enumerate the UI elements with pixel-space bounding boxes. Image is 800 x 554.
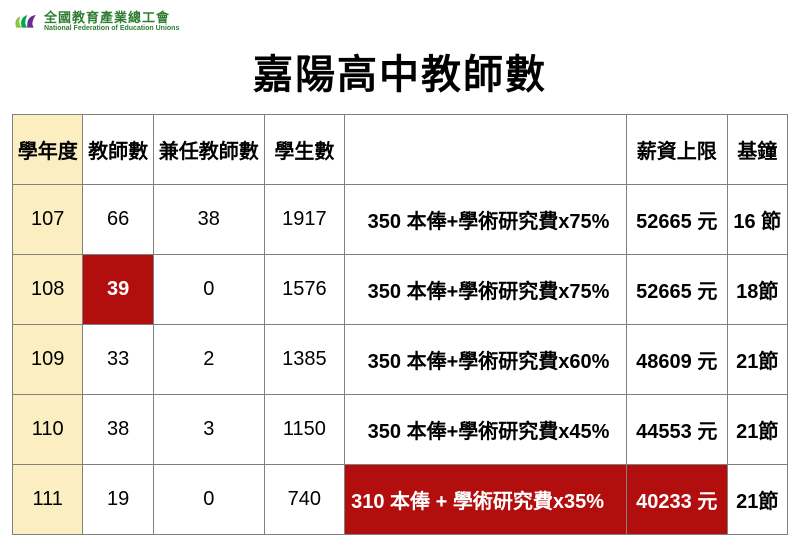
cell-year: 107 [13,185,83,255]
cell-adj: 3 [153,395,264,465]
cell-teach: 38 [83,395,153,465]
cell-adj: 0 [153,255,264,325]
th-base: 基鐘 [727,115,787,185]
table-row: 1093321385350 本俸+學術研究費x60%48609 元21節 [13,325,788,395]
table-row: 1083901576350 本俸+學術研究費x75%52665 元18節 [13,255,788,325]
cell-salary: 48609 元 [626,325,727,395]
cell-limit: 350 本俸+學術研究費x60% [345,325,627,395]
page-title: 嘉陽高中教師數 [12,42,788,100]
cell-stud: 1917 [264,185,345,255]
cell-year: 110 [13,395,83,465]
cell-stud: 1576 [264,255,345,325]
cell-base: 16 節 [727,185,787,255]
page: 全國教育產業總工會 National Federation of Educati… [0,0,800,543]
th-limit: 教師薪資上限 [345,115,627,185]
cell-adj: 38 [153,185,264,255]
cell-limit: 350 本俸+學術研究費x45% [345,395,627,465]
th-salary: 薪資上限 [626,115,727,185]
cell-base: 21節 [727,395,787,465]
th-stud: 學生數 [264,115,345,185]
cell-teach: 33 [83,325,153,395]
logo-title-en: National Federation of Education Unions [44,25,179,33]
cell-salary: 52665 元 [626,255,727,325]
th-adj: 兼任教師數 [153,115,264,185]
cell-year: 108 [13,255,83,325]
cell-base: 21節 [727,465,787,535]
cell-salary: 40233 元 [626,465,727,535]
cell-stud: 740 [264,465,345,535]
table-header-row: 學年度 教師數 兼任教師數 學生數 教師薪資上限 薪資上限 基鐘 [13,115,788,185]
th-year: 學年度 [13,115,83,185]
teacher-data-table: 學年度 教師數 兼任教師數 學生數 教師薪資上限 薪資上限 基鐘 1076638… [12,114,788,535]
cell-limit: 350 本俸+學術研究費x75% [345,185,627,255]
logo-text: 全國教育產業總工會 National Federation of Educati… [44,11,179,33]
cell-limit: 350 本俸+學術研究費x75% [345,255,627,325]
table-row: 1103831150350 本俸+學術研究費x45%44553 元21節 [13,395,788,465]
cell-base: 21節 [727,325,787,395]
cell-year: 111 [13,465,83,535]
cell-salary: 52665 元 [626,185,727,255]
table-row: 10766381917350 本俸+學術研究費x75%52665 元16 節 [13,185,788,255]
th-teach: 教師數 [83,115,153,185]
cell-adj: 0 [153,465,264,535]
cell-adj: 2 [153,325,264,395]
logo-title-cn: 全國教育產業總工會 [44,11,179,25]
cell-teach: 19 [83,465,153,535]
cell-stud: 1150 [264,395,345,465]
cell-stud: 1385 [264,325,345,395]
org-logo: 全國教育產業總工會 National Federation of Educati… [12,8,788,36]
table-row: 111190740310 本俸 + 學術研究費x35%40233 元21節 [13,465,788,535]
cell-salary: 44553 元 [626,395,727,465]
logo-icon [12,8,40,36]
cell-limit: 310 本俸 + 學術研究費x35% [345,465,627,535]
cell-teach: 66 [83,185,153,255]
cell-year: 109 [13,325,83,395]
cell-teach: 39 [83,255,153,325]
cell-base: 18節 [727,255,787,325]
